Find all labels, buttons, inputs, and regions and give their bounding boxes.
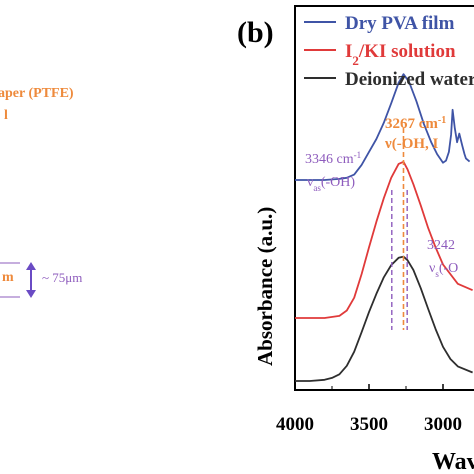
annotation-nu-oh-label: ν(-OH, I bbox=[384, 136, 439, 152]
annotation-nu-as-label: νas(-OH) bbox=[307, 175, 355, 193]
plot-frame bbox=[294, 5, 474, 391]
annotation-3267-label: 3267 cm-1 bbox=[385, 115, 446, 133]
left-panel-paper-label: aper (PTFE) bbox=[0, 86, 74, 101]
annotation-3346-label: 3346 cm-1 bbox=[305, 150, 361, 167]
legend-label-3: Deionized water bbox=[345, 69, 474, 90]
left-panel-thickness-label: ~ 75μm bbox=[42, 270, 83, 285]
series-line-1 bbox=[295, 73, 471, 181]
x-axis-label: Wav bbox=[432, 449, 474, 474]
y-axis-label: Absorbance (a.u.) bbox=[253, 207, 277, 366]
x-tick-label: 3500 bbox=[350, 414, 388, 435]
left-panel-marks bbox=[0, 262, 36, 298]
thickness-arrow-head-up bbox=[26, 262, 36, 270]
series-line-2 bbox=[295, 160, 473, 319]
left-panel-h-label: l bbox=[4, 108, 8, 123]
annotation-nu-s-label: νs(-O bbox=[429, 261, 458, 279]
panel-label: (b) bbox=[237, 16, 274, 49]
annotation-3242-label: 3242 bbox=[427, 238, 455, 253]
x-tick-label: 3000 bbox=[424, 414, 462, 435]
left-panel-m-label: m bbox=[2, 270, 14, 285]
legend-label-1: Dry PVA film bbox=[345, 13, 455, 34]
x-tick-label: 4000 bbox=[276, 414, 314, 435]
thickness-arrow-head-down bbox=[26, 290, 36, 298]
legend-label-2: I2/KI solution bbox=[345, 41, 456, 68]
